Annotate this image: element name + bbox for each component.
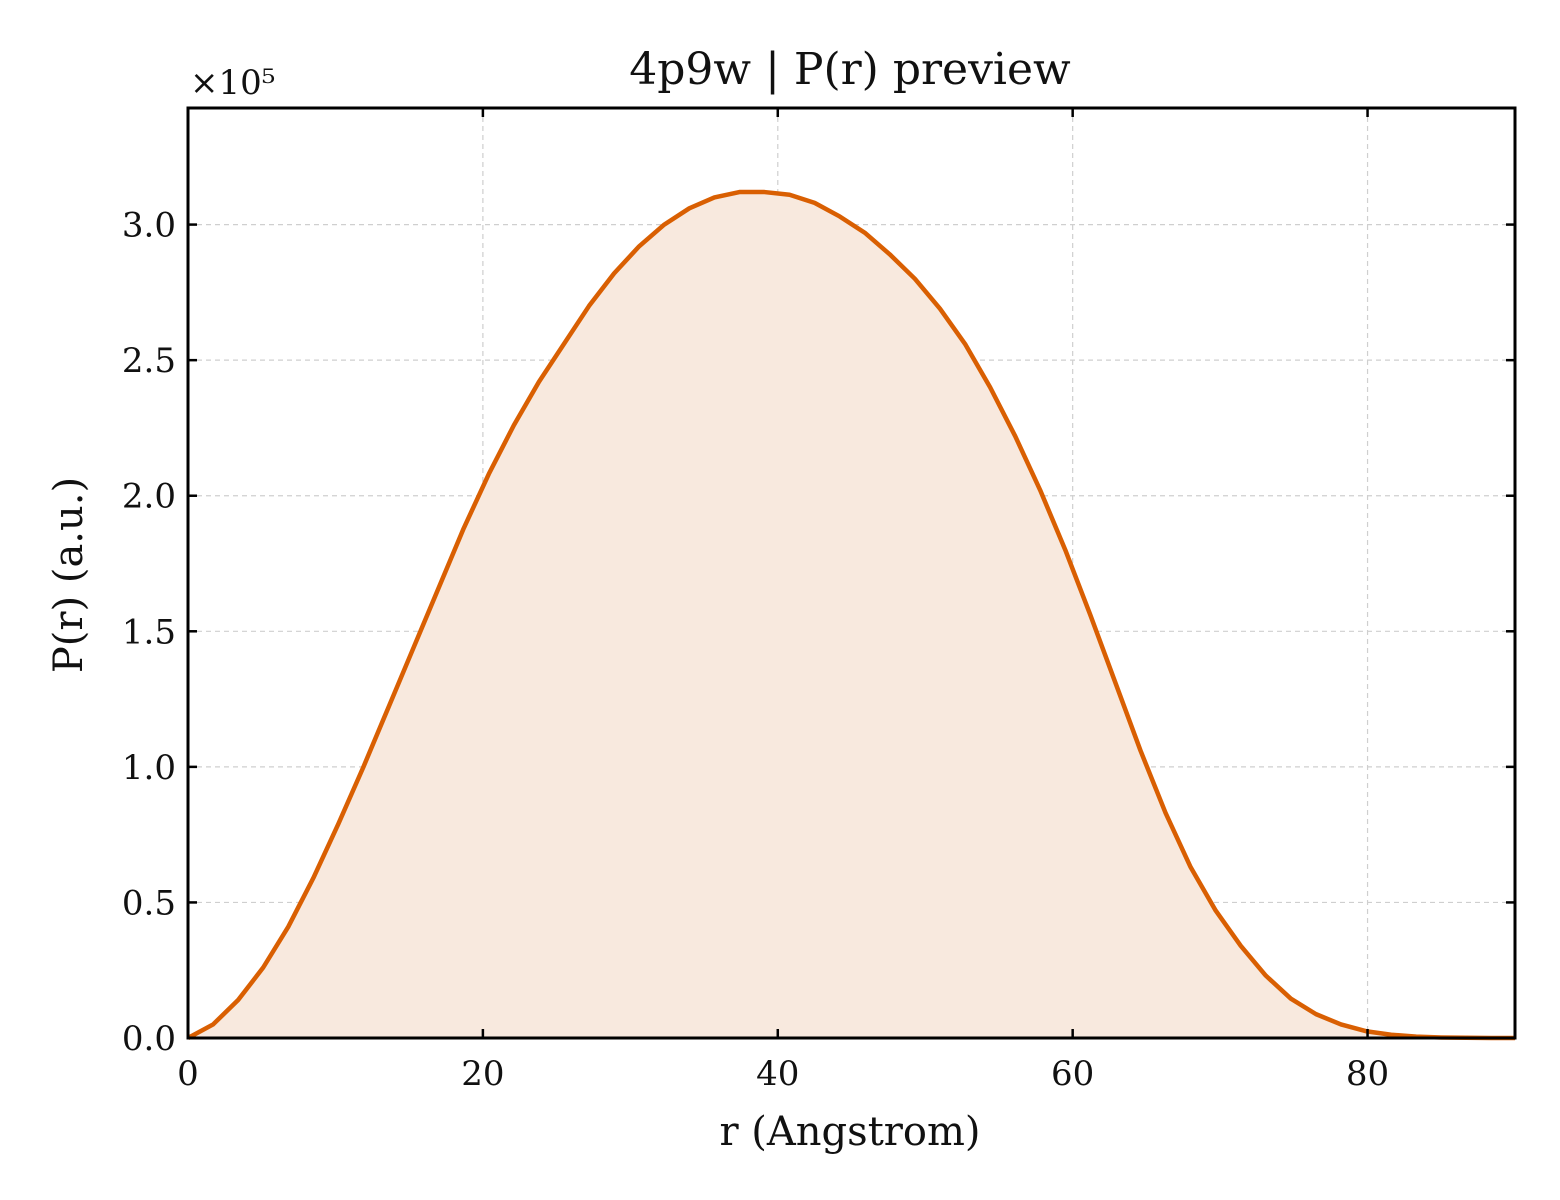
y-tick-label-1: 0.5	[122, 883, 176, 923]
y-tick-label-5: 2.5	[122, 341, 176, 381]
y-tick-label-0: 0.0	[122, 1019, 176, 1059]
plot-frame	[186, 106, 1517, 1040]
x-tick-label-4: 80	[1346, 1054, 1389, 1094]
y-tick-label-6: 3.0	[122, 206, 176, 246]
y-tick-label-4: 2.0	[122, 477, 176, 517]
chart-title: 4p9w | P(r) preview	[629, 44, 1071, 95]
x-axis-title: r (Angstrom)	[719, 1109, 980, 1155]
y-axis-title: P(r) (a.u.)	[46, 477, 92, 673]
series-line	[186, 189, 1515, 1041]
y-tick-label-2: 1.0	[122, 748, 176, 788]
y-tick-label-3: 1.5	[122, 612, 176, 652]
area-fill	[188, 192, 1515, 1039]
x-tick-label-3: 60	[1051, 1054, 1094, 1094]
x-tick-label-1: 20	[461, 1054, 504, 1094]
ticks: 0 20 40 60 80 0.0 0.5 1.0 1.5 2.0 2.5 3.0	[122, 108, 1515, 1094]
x-tick-label-2: 40	[756, 1054, 799, 1094]
x-tick-label-0: 0	[177, 1054, 199, 1094]
y-multiplier-label: ×10⁵	[190, 63, 275, 103]
